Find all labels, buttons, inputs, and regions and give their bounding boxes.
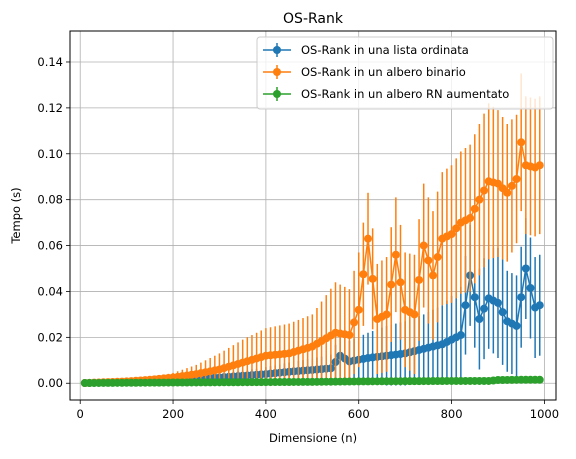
legend-marker bbox=[273, 90, 281, 98]
y-tick-label: 0.04 bbox=[37, 284, 63, 298]
axes-frame bbox=[69, 30, 557, 401]
legend-item: OS-Rank in un albero binario bbox=[263, 65, 466, 79]
data-point bbox=[428, 271, 437, 280]
x-tick-label: 800 bbox=[441, 407, 463, 421]
data-point bbox=[493, 298, 502, 307]
data-point bbox=[517, 138, 526, 147]
legend: OS-Rank in una lista ordinata OS-Rank in … bbox=[256, 36, 554, 110]
y-axis-ticks: 0.00 0.02 0.04 0.06 0.08 0.10 0.12 0.14 bbox=[37, 55, 70, 390]
y-tick-label: 0.08 bbox=[37, 193, 63, 207]
y-tick-label: 0.10 bbox=[37, 147, 63, 161]
series-2 bbox=[80, 73, 544, 388]
data-point bbox=[382, 310, 391, 319]
data-point bbox=[535, 301, 544, 310]
data-point bbox=[359, 270, 368, 279]
chart-title: OS-Rank bbox=[283, 11, 344, 27]
data-point bbox=[517, 293, 526, 302]
data-point bbox=[466, 214, 475, 223]
x-tick-label: 200 bbox=[162, 407, 184, 421]
y-tick-label: 0.14 bbox=[37, 55, 63, 69]
data-point bbox=[526, 284, 535, 293]
data-point bbox=[470, 293, 479, 302]
data-point bbox=[364, 234, 373, 243]
data-point bbox=[368, 274, 377, 283]
data-point bbox=[475, 195, 484, 204]
data-point bbox=[424, 256, 433, 265]
data-point bbox=[354, 305, 363, 314]
y-tick-label: 0.00 bbox=[37, 376, 63, 390]
y-tick-label: 0.12 bbox=[37, 101, 63, 115]
data-point bbox=[391, 250, 400, 259]
x-tick-label: 400 bbox=[255, 407, 277, 421]
data-point bbox=[498, 308, 507, 317]
x-tick-label: 0 bbox=[77, 407, 84, 421]
data-point bbox=[396, 278, 405, 287]
data-point bbox=[480, 186, 489, 195]
legend-marker bbox=[273, 46, 281, 54]
x-axis-label: Dimensione (n) bbox=[269, 431, 357, 445]
data-point bbox=[475, 314, 484, 323]
data-point bbox=[433, 253, 442, 262]
y-tick-label: 0.02 bbox=[37, 330, 63, 344]
series-3 bbox=[80, 375, 544, 388]
data-point bbox=[470, 204, 479, 213]
data-point bbox=[415, 275, 424, 284]
y-tick-label: 0.06 bbox=[37, 239, 63, 253]
data-point bbox=[452, 224, 461, 233]
data-point bbox=[480, 304, 489, 313]
data-point bbox=[512, 321, 521, 330]
x-tick-label: 1000 bbox=[530, 407, 559, 421]
data-point bbox=[521, 264, 530, 273]
data-point bbox=[447, 230, 456, 239]
data-point bbox=[419, 241, 428, 250]
data-point bbox=[503, 188, 512, 197]
data-point bbox=[350, 318, 359, 327]
x-tick-label: 600 bbox=[348, 407, 370, 421]
data-point bbox=[461, 301, 470, 310]
legend-label: OS-Rank in un albero binario bbox=[301, 65, 466, 79]
data-point bbox=[456, 331, 465, 340]
data-point bbox=[345, 331, 354, 340]
legend-marker bbox=[273, 68, 281, 76]
y-axis-label: Tempo (s) bbox=[9, 187, 23, 244]
data-point bbox=[410, 310, 419, 319]
x-axis-ticks: 0 200 400 600 800 1000 bbox=[77, 400, 559, 421]
legend-label: OS-Rank in un albero RN aumentato bbox=[301, 87, 509, 101]
data-point bbox=[507, 181, 516, 190]
legend-item: OS-Rank in un albero RN aumentato bbox=[263, 87, 509, 101]
data-point bbox=[535, 161, 544, 170]
legend-label: OS-Rank in una lista ordinata bbox=[301, 43, 469, 57]
data-point bbox=[387, 280, 396, 289]
data-point bbox=[535, 375, 544, 384]
data-point bbox=[512, 175, 521, 184]
legend-box bbox=[256, 36, 554, 110]
legend-item: OS-Rank in una lista ordinata bbox=[263, 43, 469, 57]
series-layer bbox=[80, 73, 544, 388]
